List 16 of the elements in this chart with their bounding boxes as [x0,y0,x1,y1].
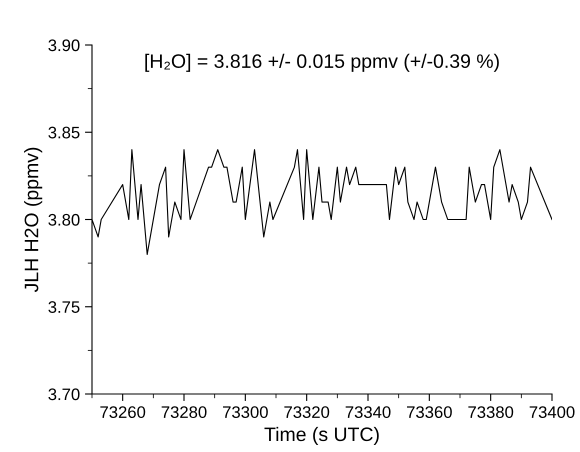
y-tick-label: 3.70 [48,388,80,400]
x-tick-label: 73280 [162,406,207,418]
y-tick-label: 3.75 [48,301,80,313]
x-tick-label: 73320 [284,406,330,418]
x-tick-label: 73360 [407,406,452,418]
y-tick-label: 3.90 [48,39,80,52]
x-tick-label: 73260 [100,406,146,418]
x-tick-label: 73340 [346,406,391,418]
x-tick-label: 73300 [223,406,268,418]
y-tick-label: 3.85 [48,126,80,138]
chart-title: [H₂O] = 3.816 +/- 0.015 ppmv (+/-0.39 %) [145,54,499,72]
x-tick-label: 73380 [468,406,514,418]
x-axis-title: Time (s UTC) [264,426,379,446]
y-axis-title: JLH H2O (ppmv) [24,148,42,292]
x-tick-label: 73400 [530,406,575,418]
y-tick-label: 3.80 [48,214,80,226]
